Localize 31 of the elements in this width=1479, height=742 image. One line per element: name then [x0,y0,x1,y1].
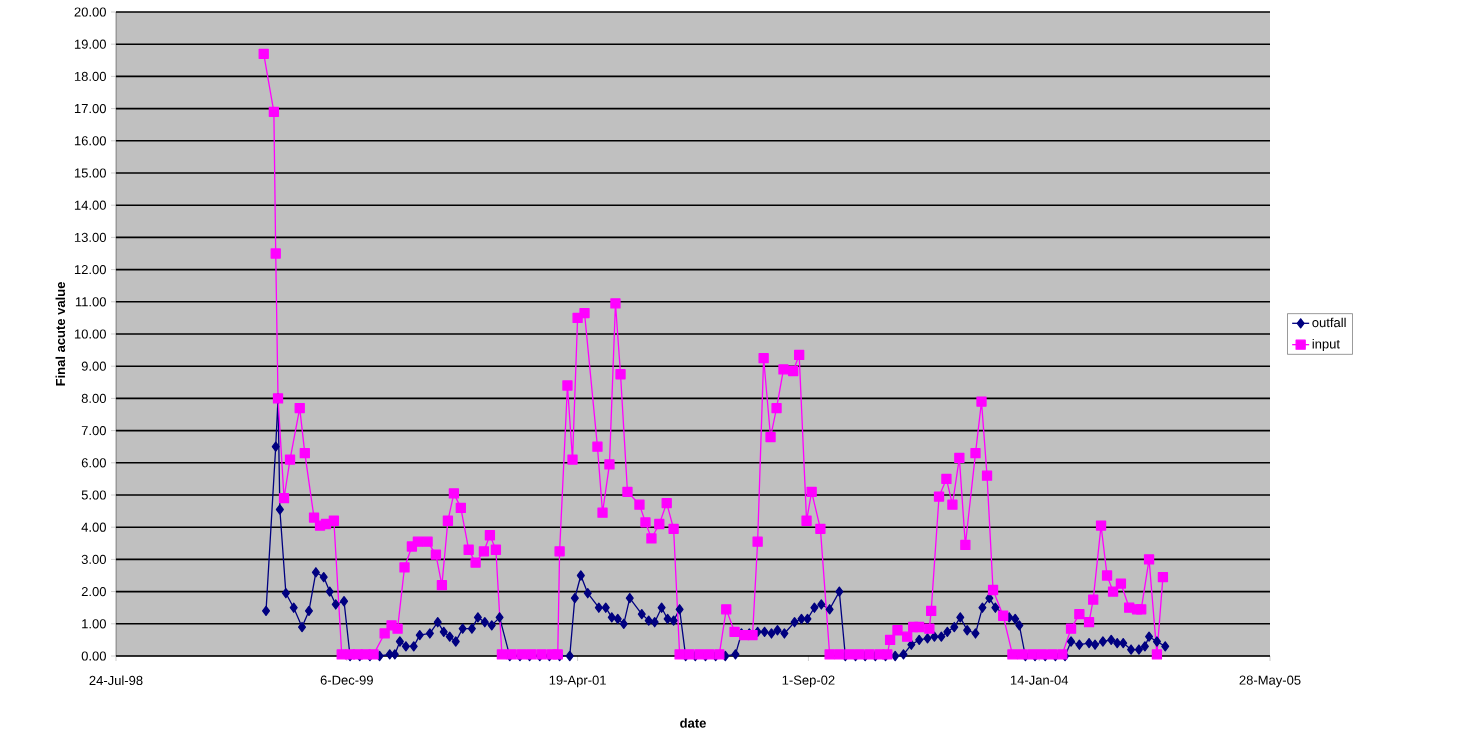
x-tick-label: 1-Sep-02 [782,675,835,688]
y-tick-label: 7.00 [81,425,106,436]
y-tick-label: 3.00 [81,554,106,564]
legend-label: input [1312,338,1340,352]
y-tick-label: 8.00 [81,393,106,403]
y-tick-label: 0.00 [81,651,106,661]
y-tick-label: 4.00 [81,522,106,532]
y-axis-title: Final acute value [55,282,66,386]
y-tick-label: 20.00 [74,7,106,17]
y-tick-label: 12.00 [74,264,106,275]
x-tick-label: 24-Jul-98 [89,675,143,686]
y-tick-label: 14.00 [74,200,106,210]
x-tick-label: 19-Apr-01 [549,675,606,688]
x-tick-label: 14-Jan-04 [1010,675,1069,685]
y-tick-label: 6.00 [81,458,106,468]
y-tick-label: 17.00 [74,103,106,114]
y-tick-label: 15.00 [74,168,106,178]
x-tick-label: 6-Dec-99 [320,675,373,685]
y-tick-label: 1.00 [82,619,106,629]
y-tick-label: 9.00 [81,361,106,371]
y-tick-label: 16.00 [74,136,106,146]
y-tick-label: 5.00 [81,490,106,500]
x-axis-title: date [680,718,706,728]
y-tick-label: 18.00 [74,71,106,81]
y-tick-label: 11.00 [75,297,106,307]
legend-label: outfall [1312,317,1346,328]
y-tick-label: 13.00 [74,232,106,242]
x-tick-label: 28-May-05 [1239,675,1301,688]
y-tick-label: 2.00 [81,586,106,597]
y-tick-label: 19.00 [74,39,106,49]
y-tick-label: 10.00 [74,329,106,339]
